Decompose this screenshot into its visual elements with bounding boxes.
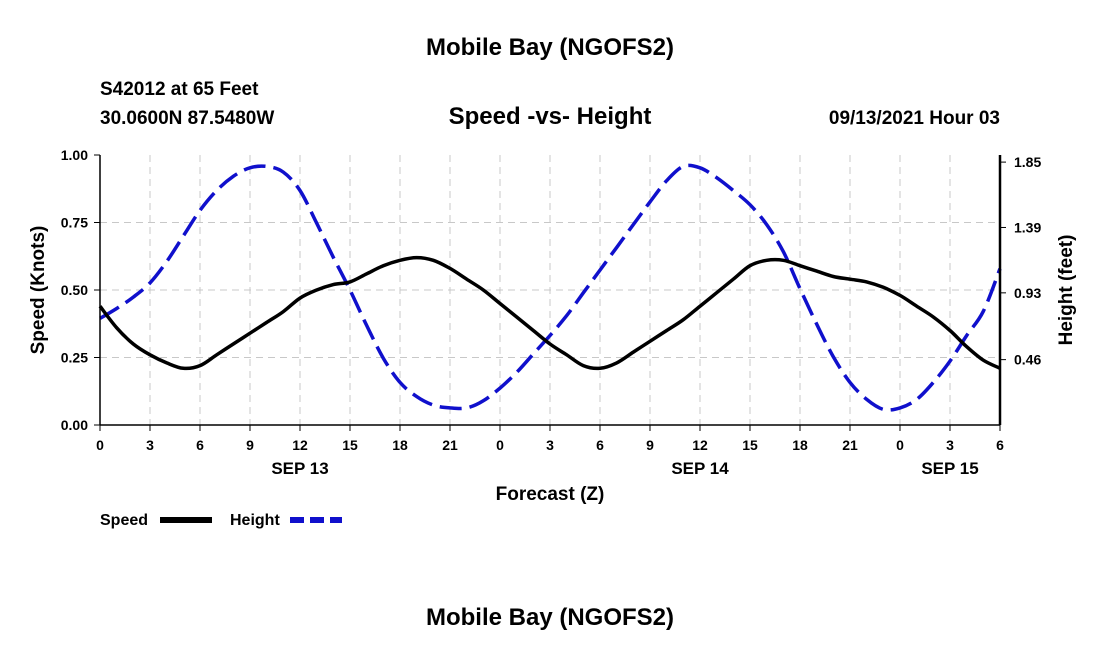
y-axis-label-right: Height (feet)	[1056, 235, 1077, 346]
chart-header-title: Mobile Bay (NGOFS2)	[426, 34, 674, 61]
x-tick-label: 3	[946, 437, 954, 453]
x-tick-label: 3	[546, 437, 554, 453]
y-tick-label-left: 1.00	[61, 147, 88, 163]
station-label: S42012 at 65 Feet	[100, 79, 259, 100]
x-tick-label: 9	[246, 437, 254, 453]
x-tick-label: 6	[196, 437, 204, 453]
y-tick-label-left: 0.75	[61, 215, 88, 231]
legend-label-speed: Speed	[100, 512, 148, 529]
y-tick-label-right: 1.39	[1014, 219, 1041, 235]
y-tick-label-right: 0.46	[1014, 352, 1041, 368]
x-tick-label: 0	[96, 437, 104, 453]
y-tick-label-left: 0.25	[61, 350, 88, 366]
x-tick-label: 6	[996, 437, 1004, 453]
series-line-height	[99, 163, 1002, 412]
series-layer	[98, 163, 1002, 412]
series-line-speed	[98, 255, 1001, 371]
x-tick-label: 21	[842, 437, 858, 453]
chart-title: Speed -vs- Height	[449, 103, 652, 130]
y-tick-label-left: 0.50	[61, 282, 88, 298]
x-tick-label: 18	[792, 437, 808, 453]
y-tick-label-right: 0.93	[1014, 285, 1041, 301]
x-tick-label: 12	[692, 437, 708, 453]
y-tick-label-right: 1.85	[1014, 154, 1041, 170]
legend-label-height: Height	[230, 512, 280, 529]
date-label: SEP 14	[671, 459, 729, 478]
legend: Speed Height	[100, 512, 342, 529]
x-tick-label: 12	[292, 437, 308, 453]
x-tick-label: 18	[392, 437, 408, 453]
x-tick-label: 15	[742, 437, 758, 453]
x-tick-label: 21	[442, 437, 458, 453]
tick-labels: 0 3 6 9 12 15 18 21 0 3 6 9 12 15 18 21 0 3 6 SEP 13 SEP 14 S…	[61, 147, 1042, 478]
x-tick-label: 3	[146, 437, 154, 453]
date-label: SEP 13	[271, 459, 328, 478]
x-tick-label: 0	[496, 437, 504, 453]
axes	[94, 154, 1006, 431]
forecast-date: 09/13/2021 Hour 03	[829, 108, 1000, 129]
date-label: SEP 15	[921, 459, 978, 478]
x-tick-label: 0	[896, 437, 904, 453]
grid-lines	[100, 155, 1000, 425]
x-tick-label: 15	[342, 437, 358, 453]
x-tick-label: 6	[596, 437, 604, 453]
y-axis-label-left: Speed (Knots)	[28, 226, 49, 355]
y-tick-label-left: 0.00	[61, 417, 88, 433]
x-axis-label: Forecast (Z)	[496, 484, 605, 505]
x-tick-label: 9	[646, 437, 654, 453]
station-coordinates: 30.0600N 87.5480W	[100, 108, 274, 129]
chart-footer-title: Mobile Bay (NGOFS2)	[426, 604, 674, 631]
